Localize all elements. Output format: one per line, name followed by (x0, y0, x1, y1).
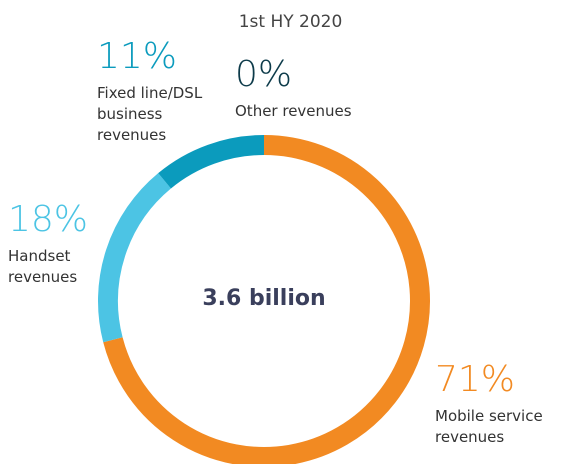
value-label: 11% (97, 36, 178, 77)
donut-slice (158, 135, 265, 189)
donut-slice (103, 135, 430, 464)
value-label: 18% (8, 199, 89, 240)
center-label: 3.6 billion (202, 286, 326, 311)
category-label: Handset revenues (8, 247, 78, 286)
category-label: Mobile service revenues (435, 407, 543, 446)
chart-title: 1st HY 2020 (238, 12, 343, 32)
category-label: Fixed line/DSL business revenues (97, 84, 203, 144)
value-label: 0% (235, 54, 293, 95)
category-label: Other revenues (235, 102, 352, 120)
donut-slice (98, 173, 172, 343)
value-label: 71% (435, 359, 516, 400)
